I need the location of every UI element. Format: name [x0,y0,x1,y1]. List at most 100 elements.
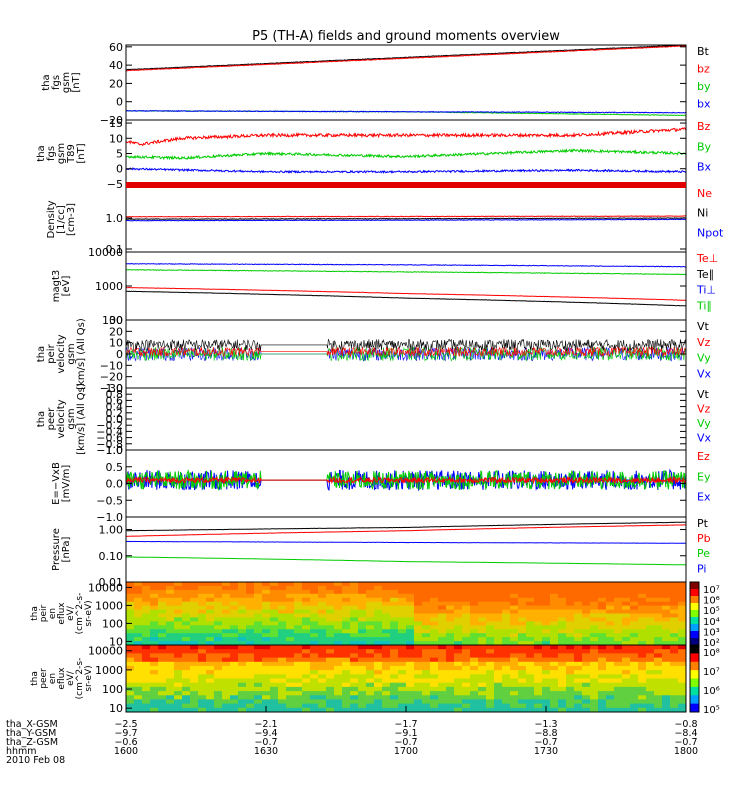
spectrogram-cell [550,670,559,675]
spectrogram-cell [358,641,367,646]
spectrogram-cell [478,649,487,654]
spectrogram-cell [438,682,447,688]
spectrogram-cell [614,589,623,595]
y-axis-label: en [48,673,58,684]
spectrogram-cell [542,645,551,650]
spectrogram-cell [470,585,479,591]
spectrogram-cell [166,691,175,696]
spectrogram-cell [190,621,199,626]
spectrogram-cell [206,585,215,591]
spectrogram-cell [230,703,239,709]
spectrogram-cell [270,657,279,663]
spectrogram-cell [254,589,263,595]
spectrogram-cell [214,617,223,622]
spectrogram-cell [406,661,415,667]
spectrogram-cell [430,665,439,671]
spectrogram-cell [654,585,663,591]
spectrogram-cell [198,686,207,692]
spectrogram-cell [494,649,503,654]
spectrogram-cell [430,585,439,591]
spectrogram-cell [342,665,351,671]
spectrogram-cell [222,601,231,606]
spectrogram-cell [294,629,303,634]
spectrogram-cell [422,593,431,599]
spectrogram-cell [406,682,415,688]
spectrogram-cell [638,633,647,638]
spectrogram-cell [422,633,431,638]
spectrogram-cell [486,678,495,684]
spectrogram-cell [326,605,335,610]
spectrogram-cell [646,699,655,704]
spectrogram-cell [574,645,583,650]
spectrogram-cell [398,703,407,709]
spectrogram-cell [382,621,391,626]
spectrogram-cell [646,686,655,692]
spectrogram-cell [598,699,607,704]
spectrogram-cell [262,695,271,700]
spectrogram-cell [382,703,391,709]
spectrogram-cell [262,597,271,603]
series-bz-line [125,45,686,72]
spectrogram-cell [294,691,303,696]
spectrogram-cell [158,589,167,595]
spectrogram-cell [478,686,487,692]
spectrogram-cell [422,585,431,591]
spectrogram-cell [646,633,655,638]
spectrogram-cell [366,617,375,622]
spectrogram-cell [278,699,287,704]
spectrogram-cell [438,613,447,618]
spectrogram-cell [670,609,679,614]
spectrogram-cell [198,699,207,704]
spectrogram-cell [510,707,519,713]
spectrogram-cell [598,703,607,709]
spectrogram-cell [614,597,623,603]
spectrogram-cell [150,641,159,646]
spectrogram-cell [366,695,375,700]
spectrogram-cell [462,678,471,684]
spectrogram-cell [214,707,223,713]
spectrogram-cell [422,601,431,606]
spectrogram-cell [478,665,487,671]
spectrogram-cell [630,621,639,626]
spectrogram-cell [318,699,327,704]
spectrogram-cell [654,695,663,700]
spectrogram-cell [246,613,255,618]
spectrogram-cell [318,707,327,713]
spectrogram-cell [326,629,335,634]
spectrogram-cell [566,597,575,603]
spectrogram-cell [126,653,135,658]
spectrogram-cell [598,682,607,688]
spectrogram-cell [414,582,423,587]
spectrogram-cell [166,617,175,622]
spectrogram-cell [574,582,583,587]
spectrogram-cell [222,589,231,595]
x-row-label: hhmm [6,746,37,757]
spectrogram-cell [438,674,447,679]
spectrogram-cell [326,641,335,646]
spectrogram-cell [438,695,447,700]
spectrogram-cell [262,625,271,630]
spectrogram-cell [142,649,151,654]
spectrogram-cell [150,703,159,709]
spectrogram-cell [142,597,151,603]
y-axis-label: [nT] [71,72,82,92]
spectrogram-cell [382,682,391,688]
spectrogram-cell [310,629,319,634]
spectrogram-cell [630,637,639,642]
spectrogram-cell [446,691,455,696]
spectrogram-cell [534,617,543,622]
spectrogram-cell [614,699,623,704]
spectrogram-cell [470,682,479,688]
spectrogram-cell [518,661,527,667]
spectrogram-cell [254,661,263,667]
y-tick-label: 10 [109,132,123,145]
spectrogram-cell [566,707,575,713]
spectrogram-cell [390,678,399,684]
spectrogram-cell [598,625,607,630]
spectrogram-cell [214,637,223,642]
spectrogram-cell [406,593,415,599]
spectrogram-cell [422,613,431,618]
spectrogram-cell [662,707,671,713]
